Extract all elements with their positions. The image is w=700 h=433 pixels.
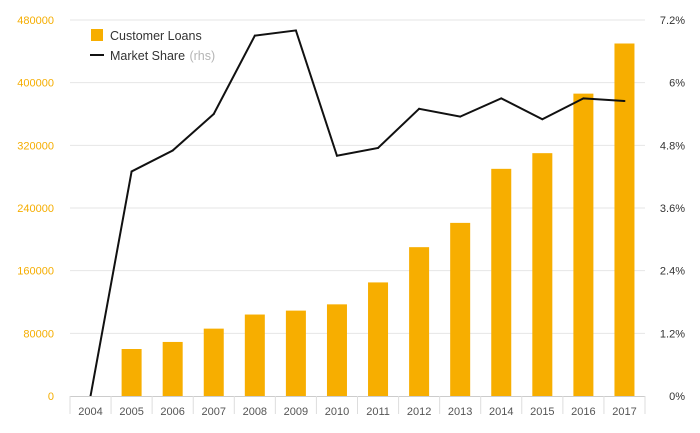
point-2014 [500,97,503,100]
bar-2005 [121,349,142,396]
left-tick-label: 320000 [17,140,54,152]
right-tick-label: 1.2% [660,328,685,340]
point-2016 [582,97,585,100]
bar-2013 [450,222,471,396]
bar-2017 [614,43,635,396]
x-tick-label: 2005 [119,406,143,418]
point-2009 [294,29,297,32]
left-tick-label: 80000 [23,328,54,340]
bar-2010 [326,304,347,396]
x-tick-label: 2004 [78,406,102,418]
bar-2014 [491,168,512,396]
bar-2007 [203,328,224,396]
x-tick-label: 2016 [571,406,595,418]
bar-2008 [244,314,265,396]
bar-series-customer-loans [121,43,635,396]
point-2005 [130,170,133,173]
bar-2015 [532,153,553,396]
left-tick-label: 0 [48,391,54,403]
market-share-line [89,29,625,397]
x-tick-label: 2015 [530,406,554,418]
right-tick-label: 6% [669,78,685,90]
legend-label-market-share-name: Market Share [110,49,185,63]
x-tick-label: 2011 [366,406,390,418]
left-tick-label: 480000 [17,15,54,27]
bar-2016 [573,93,594,396]
left-tick-label: 160000 [17,266,54,278]
gridlines [70,19,645,334]
right-tick-label: 2.4% [660,266,685,278]
point-2017 [623,99,626,102]
right-tick-label: 4.8% [660,140,685,152]
left-axis-ticks: 0 80000 160000 240000 320000 400000 480000 [17,15,54,403]
x-tick-label: 2014 [489,406,513,418]
x-tick-label: 2006 [160,406,184,418]
x-tick-label: 2008 [243,406,267,418]
x-tick-label: 2012 [407,406,431,418]
bar-2011 [368,282,389,396]
point-2015 [541,118,544,121]
x-tick-label: 2017 [612,406,636,418]
x-tick-label: 2013 [448,406,472,418]
point-2011 [377,146,380,149]
left-tick-label: 400000 [17,78,54,90]
bar-2009 [285,310,306,396]
right-axis-ticks: 0% 1.2% 2.4% 3.6% 4.8% 6% 7.2% [660,15,685,403]
x-tick-label: 2007 [202,406,226,418]
right-tick-label: 3.6% [660,203,685,215]
point-2012 [418,107,421,110]
legend-swatch-customer-loans [91,29,103,41]
bar-2012 [409,247,430,396]
point-2007 [212,113,215,115]
bar-2006 [162,341,183,396]
x-axis: 2004 2005 2006 2007 2008 2009 2010 2011 2012 2013… [69,396,646,418]
point-2008 [253,34,256,37]
legend-label-market-share-suffix: (rhs) [189,49,215,63]
point-2010 [335,154,338,157]
point-2013 [459,115,462,118]
right-tick-label: 7.2% [660,15,685,27]
x-tick-label: 2010 [325,406,349,418]
legend: Customer Loans Market Share (rhs) [90,29,215,64]
legend-label-customer-loans: Customer Loans [110,29,202,43]
left-tick-label: 240000 [17,203,54,215]
point-2006 [171,149,174,152]
right-tick-label: 0% [669,391,685,403]
legend-label-market-share: Market Share (rhs) [110,47,215,64]
line-series-market-share [89,29,626,397]
x-tick-label: 2009 [284,406,308,418]
